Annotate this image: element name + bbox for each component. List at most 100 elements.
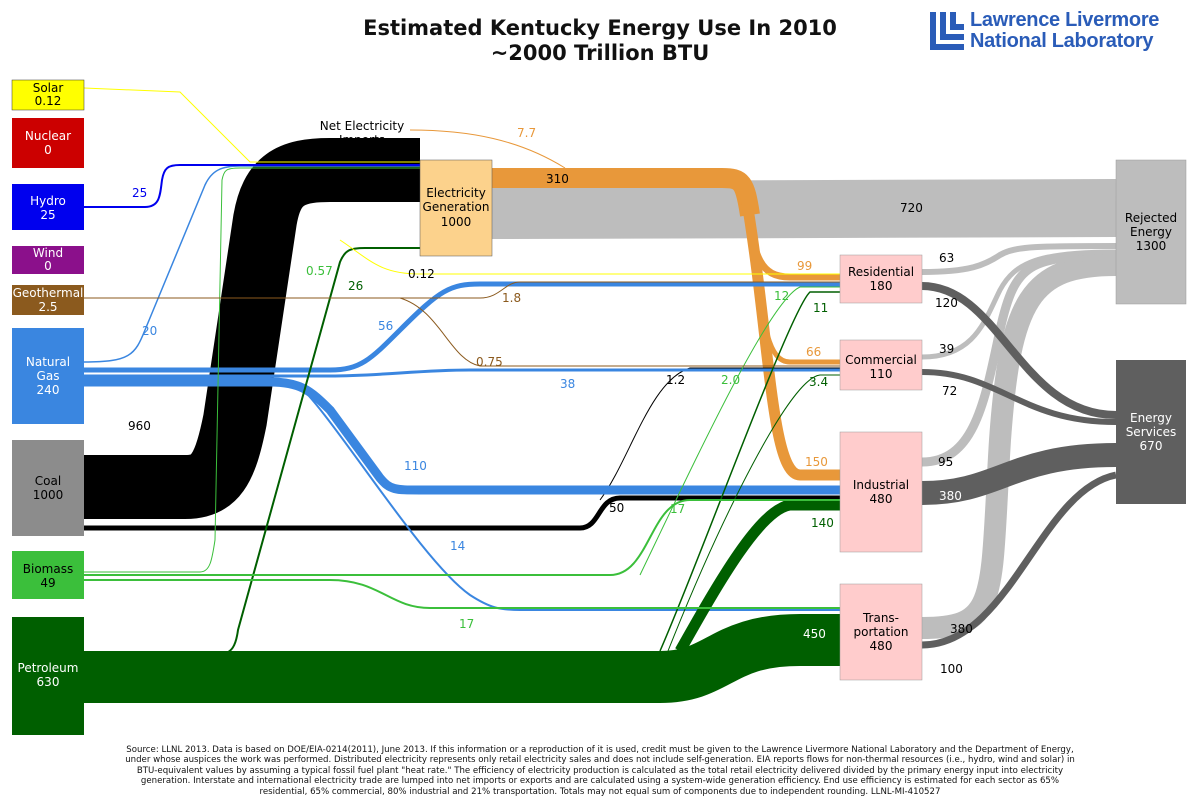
title-line-1: Estimated Kentucky Energy Use In 2010 (363, 16, 837, 40)
net-imports-label-line2: Imports (339, 133, 385, 147)
electricity-generation-value: 1000 (441, 215, 472, 229)
label-solar-to-residential: 0.12 (408, 267, 435, 281)
commercial-value: 110 (870, 367, 893, 381)
commercial-label: Commercial (845, 353, 917, 367)
petroleum-box (12, 617, 84, 735)
residential-value: 180 (870, 279, 893, 293)
transportation-label-line1: Trans- (862, 611, 899, 625)
flow-biomass-to-transportation (84, 579, 840, 609)
label-geothermal-to-residential: 1.8 (502, 291, 521, 305)
label-coal-to-industrial: 50 (609, 501, 624, 515)
flow-electricity-to-rejected (491, 179, 1117, 239)
label-petroleum-to-transportation: 450 (803, 627, 826, 641)
label-industrial-to-rejected: 95 (938, 455, 953, 469)
transportation-label-line2: portation (854, 625, 909, 639)
energy-services-label-line1: Energy (1130, 411, 1172, 425)
geothermal-label: Geothermal (13, 286, 84, 300)
residential-label: Residential (848, 265, 914, 279)
label-electricity-to-residential: 99 (797, 259, 812, 273)
label-net-imports: 7.7 (517, 126, 536, 140)
diagram-title: Estimated Kentucky Energy Use In 2010 ~2… (330, 16, 870, 66)
label-electricity-to-rejected: 720 (900, 201, 923, 215)
flow-biomass-to-industrial (84, 499, 840, 576)
label-biomass-to-industrial: 17 (670, 502, 685, 516)
logo-line-1: Lawrence Livermore (970, 9, 1160, 31)
label-gas-to-transportation: 14 (450, 539, 465, 553)
source-footnote: Source: LLNL 2013. Data is based on DOE/… (125, 745, 1075, 797)
flow-petroleum-to-residential (659, 291, 840, 652)
label-geothermal-to-commercial: 0.75 (476, 355, 503, 369)
flow-gas-to-residential (84, 281, 840, 373)
label-gas-to-residential: 56 (378, 319, 393, 333)
electricity-generation-label-line1: Electricity (426, 186, 486, 200)
flow-biomass-to-electricity (84, 167, 420, 573)
flow-biomass-to-commercial (639, 286, 840, 576)
label-transportation-to-services: 100 (940, 662, 963, 676)
llnl-logo-text: Lawrence Livermore National Laboratory (970, 10, 1159, 52)
wind-box (12, 246, 84, 274)
coal-box (12, 440, 84, 536)
label-petroleum-to-commercial: 3.4 (809, 375, 828, 389)
flow-industrial-to-services (921, 443, 1117, 505)
natural-gas-label-line2: Gas (37, 369, 60, 383)
electricity-generation-label-line2: Generation (423, 200, 490, 214)
flow-residential-to-services (921, 282, 1117, 419)
wind-label: Wind (33, 246, 63, 260)
label-gas-to-electricity: 20 (142, 324, 157, 338)
biomass-value: 49 (40, 576, 55, 590)
industrial-box (839, 431, 923, 553)
llnl-logo: Lawrence Livermore National Laboratory (930, 10, 1170, 52)
natural-gas-box (12, 328, 84, 424)
label-commercial-to-services: 72 (942, 384, 957, 398)
petroleum-label: Petroleum (18, 661, 79, 675)
energy-services-box (1116, 360, 1186, 504)
natural-gas-label-line1: Natural (26, 355, 70, 369)
label-commercial-to-rejected: 39 (939, 342, 954, 356)
label-residential-to-services: 120 (935, 296, 958, 310)
flow-geothermal-to-residential (84, 281, 840, 299)
residential-box (839, 254, 923, 304)
flow-petroleum-to-electricity (84, 247, 420, 655)
solar-value: 0.12 (35, 94, 62, 108)
flow-gas-to-electricity (83, 165, 420, 363)
label-biomass-to-commercial: 2.0 (721, 373, 740, 387)
nuclear-value: 0 (44, 143, 52, 157)
flow-gas-to-industrial (84, 377, 840, 495)
llnl-logo-mark-icon (930, 12, 964, 50)
rejected-energy-box (1115, 159, 1187, 305)
flow-solar-to-electricity (83, 87, 420, 163)
title-line-2: ~2000 Trillion BTU (490, 41, 710, 65)
label-electricity-to-commercial: 66 (806, 345, 821, 359)
label-gas-to-commercial: 38 (560, 377, 575, 391)
label-petroleum-to-residential: 12 (774, 289, 789, 303)
flow-petroleum-to-commercial (667, 374, 840, 652)
label-gas-to-industrial: 110 (404, 459, 427, 473)
flow-gas-to-commercial (84, 368, 840, 378)
flow-petroleum-to-industrial (675, 499, 840, 654)
flow-coal-to-industrial (84, 495, 840, 531)
flow-transportation-to-services (921, 471, 1117, 649)
flow-commercial-to-services (921, 369, 1117, 425)
label-electricity-to-industrial: 150 (805, 455, 828, 469)
solar-label: Solar (33, 81, 64, 95)
label-petroleum-to-electricity: 26 (348, 279, 363, 293)
logo-line-2: National Laboratory (970, 30, 1154, 52)
rejected-energy-value: 1300 (1136, 239, 1167, 253)
flow-transportation-to-rejected (921, 254, 1117, 639)
rejected-energy-label-line1: Rejected (1125, 211, 1177, 225)
label-petroleum-to-industrial: 140 (811, 516, 834, 530)
flow-coal-to-electricity (84, 138, 420, 519)
flow-petroleum-to-transportation (84, 614, 840, 703)
geothermal-value: 2.5 (38, 300, 57, 314)
label-residential-to-rejected: 63 (939, 251, 954, 265)
label-coal-to-electricity: 960 (128, 419, 151, 433)
flow-hydro-to-electricity (84, 164, 420, 208)
wind-value: 0 (44, 259, 52, 273)
nuclear-box (12, 118, 84, 168)
hydro-value: 25 (40, 208, 55, 222)
transportation-box (839, 583, 923, 681)
electricity-generation-box (419, 159, 493, 257)
solar-box (11, 79, 85, 111)
net-imports-label-line1: Net Electricity (320, 119, 405, 133)
label-biomass-to-transportation: 17 (459, 617, 474, 631)
